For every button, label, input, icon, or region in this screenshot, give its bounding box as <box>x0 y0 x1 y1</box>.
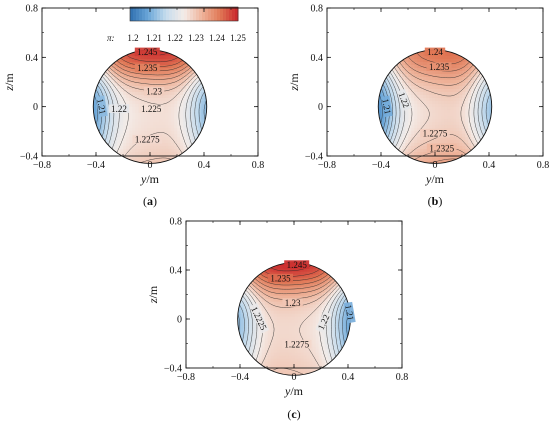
colorbar-tick-label: 1.23 <box>188 33 204 43</box>
contour-label: 1.21 <box>343 301 356 324</box>
contour-label: 1.23 <box>282 298 303 308</box>
contour-label-text: 1.23 <box>146 87 162 97</box>
y-tick-label: 0 <box>33 102 38 113</box>
x-axis-label: y/m <box>140 172 160 186</box>
contour-label: 1.22 <box>108 104 130 114</box>
contour-label: 1.2275 <box>420 129 450 139</box>
x-axis-label: y/m <box>425 172 445 186</box>
y-tick-label: −0.4 <box>20 152 38 163</box>
contour-label-text: 1.2275 <box>135 135 160 145</box>
x-tick-label: −0.4 <box>231 372 249 383</box>
contour-label: 1.23 <box>143 87 165 97</box>
contour-label: 1.245 <box>134 47 160 57</box>
contour-label: 1.235 <box>268 273 293 283</box>
contour-label: 1.2275 <box>132 135 163 145</box>
x-tick-label: −0.4 <box>372 160 390 171</box>
y-axis-label: z/m <box>287 73 301 92</box>
x-tick-label: −0.8 <box>177 372 195 383</box>
contour-label: 1.235 <box>134 63 160 73</box>
contour-label-text: 1.235 <box>270 273 291 283</box>
y-tick-label: 0.4 <box>311 53 324 64</box>
contour-label-text: 1.21 <box>380 98 393 115</box>
x-tick-label: 0.4 <box>342 372 355 383</box>
contour-label-text: 1.2275 <box>423 129 448 139</box>
contour-label-text: 1.21 <box>343 304 356 321</box>
contour-label-text: 1.23 <box>285 298 301 308</box>
y-tick-label: 0.8 <box>170 217 183 228</box>
contour-label: 1.24 <box>424 47 446 57</box>
contour-label: 1.2325 <box>427 143 457 153</box>
x-tick-label: −0.8 <box>33 160 51 171</box>
y-tick-label: 0.8 <box>26 4 39 15</box>
x-tick-label: −0.8 <box>318 160 336 171</box>
y-tick-label: 0.4 <box>170 266 183 277</box>
contour-label-text: 1.245 <box>287 260 308 270</box>
contour-label-text: 1.225 <box>141 104 162 114</box>
y-tick-label: 0 <box>177 315 182 326</box>
contour-label-text: 1.2275 <box>284 339 309 349</box>
x-axis-label: y/m <box>284 384 304 398</box>
y-tick-label: 0 <box>318 102 323 113</box>
contour-label-text: 1.235 <box>429 62 450 72</box>
panel-caption: (b) <box>428 194 443 208</box>
x-tick-label: 0.8 <box>396 372 409 383</box>
contour-label: 1.225 <box>138 104 164 114</box>
colorbar-tick-label: 1.24 <box>209 33 225 43</box>
x-tick-label: 0.4 <box>198 160 211 171</box>
contour-label-text: 1.21 <box>95 98 108 115</box>
x-tick-label: 0.8 <box>537 160 550 171</box>
colorbar-tick-label: 1.2 <box>127 33 138 43</box>
contour-label-text: 1.235 <box>137 63 158 73</box>
x-tick-label: 0 <box>148 160 153 171</box>
y-axis-label: z/m <box>146 285 160 304</box>
contour-label-text: 1.2325 <box>429 143 454 153</box>
x-tick-label: −0.4 <box>87 160 105 171</box>
x-tick-label: 0 <box>433 160 438 171</box>
colorbar-tick-label: 1.22 <box>167 33 183 43</box>
panel-caption: (a) <box>143 194 157 208</box>
colorbar-label: π: <box>107 33 115 43</box>
contour-label: 1.2275 <box>281 339 312 349</box>
colorbar: π: 1.2 1.21 1.22 1.23 1.24 1.25 <box>107 6 246 43</box>
contour-label: 1.245 <box>284 260 310 270</box>
y-tick-label: 0.8 <box>311 4 324 15</box>
y-tick-label: −0.4 <box>164 364 182 375</box>
x-tick-label: 0.8 <box>252 160 265 171</box>
contour-label-text: 1.24 <box>427 47 443 57</box>
contour-label: 1.21 <box>380 95 393 118</box>
panel-caption: (c) <box>287 407 300 421</box>
x-tick-label: 0 <box>292 372 297 383</box>
contour-label-text: 1.22 <box>111 104 127 114</box>
contour-label: 1.21 <box>95 95 108 118</box>
colorbar-tick-label: 1.25 <box>230 33 246 43</box>
y-tick-label: −0.4 <box>305 152 323 163</box>
colorbar-tick-label: 1.21 <box>146 33 162 43</box>
x-tick-label: 0.4 <box>483 160 496 171</box>
y-axis-label: z/m <box>2 73 16 92</box>
y-tick-label: 0.4 <box>26 53 39 64</box>
contour-label-text: 1.245 <box>137 47 158 57</box>
contour-label: 1.235 <box>426 62 452 72</box>
